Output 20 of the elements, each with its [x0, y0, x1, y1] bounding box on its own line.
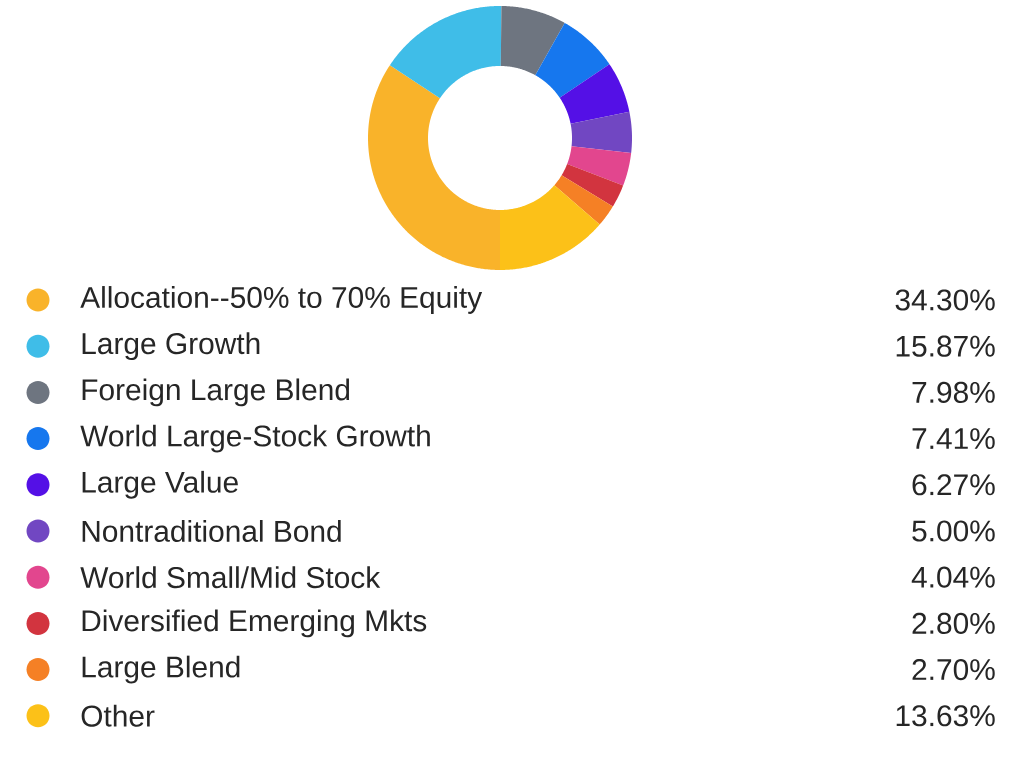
data-label: 7.41%: [912, 428, 995, 450]
legend-label: World Large-Stock Growth: [80, 424, 430, 453]
legend-label: Allocation--50% to 70% Equity: [80, 286, 483, 314]
legend-label: Foreign Large Blend: [82, 378, 350, 407]
legend-label: Large Value: [82, 470, 238, 499]
data-label: 7.98%: [912, 381, 995, 403]
data-label: 4.04%: [911, 566, 995, 588]
data-label: 34.30%: [895, 289, 995, 311]
legend-label: Diversified Emerging Mkts: [82, 609, 427, 638]
data-label: 6.27%: [912, 474, 995, 496]
legend-label: Other: [81, 704, 155, 727]
legend-label: Large Growth: [82, 332, 260, 361]
data-label: 5.00%: [912, 520, 995, 542]
data-label: 2.70%: [912, 659, 995, 681]
data-label: 13.63%: [896, 705, 995, 727]
legend-label: Nontraditional Bond: [82, 520, 341, 542]
data-label: 2.80%: [912, 612, 995, 634]
legend-label: Large Blend: [82, 655, 240, 684]
data-label: 15.87%: [896, 335, 995, 357]
legend-label: World Small/Mid Stock: [80, 566, 381, 589]
